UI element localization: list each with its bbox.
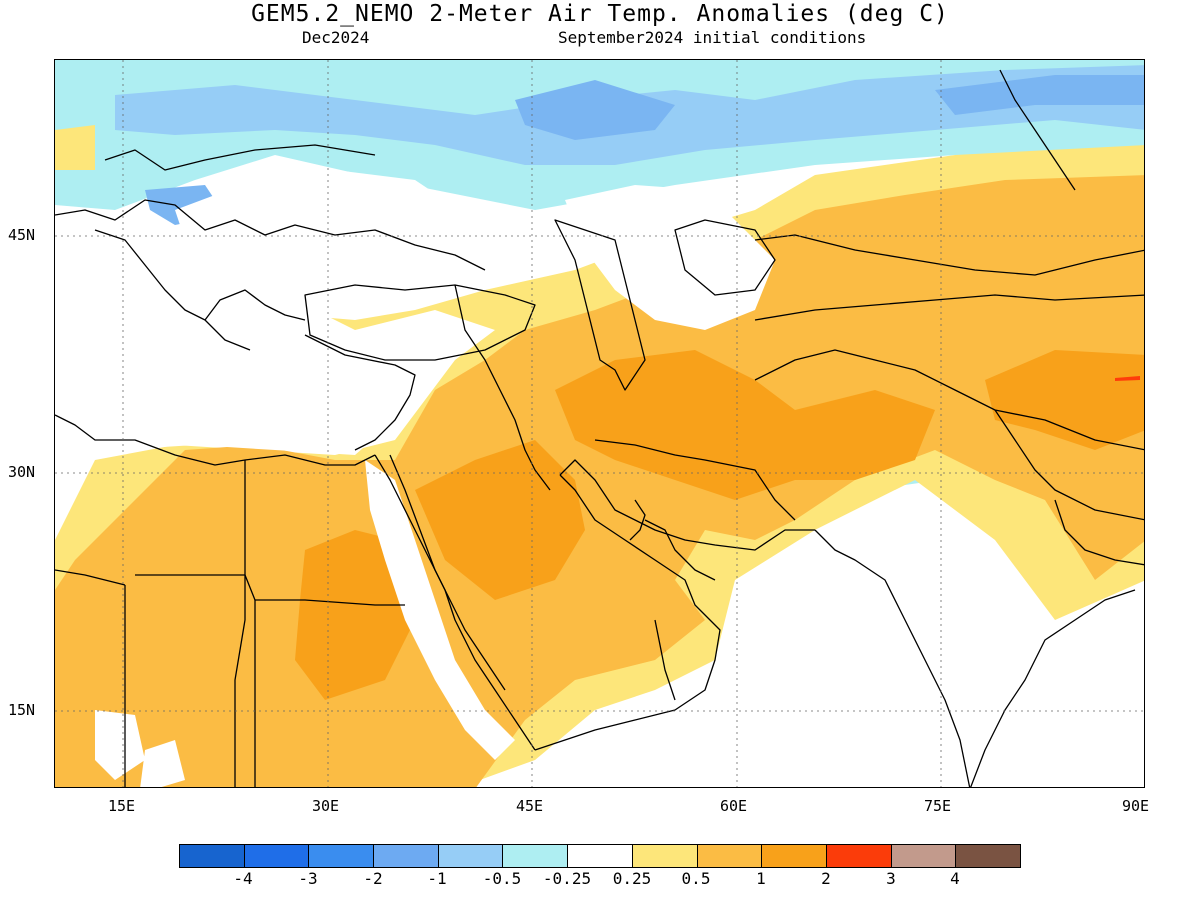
colorbar-tick-label: 4 xyxy=(950,869,960,888)
map-title: GEM5.2_NEMO 2-Meter Air Temp. Anomalies … xyxy=(251,1,949,27)
valid-month-label: Dec2024 xyxy=(302,28,370,47)
warm-anomaly-strong-egypt xyxy=(295,530,415,700)
warm-anomaly-strong-iran xyxy=(555,350,935,500)
graticule xyxy=(55,60,1144,787)
lon-label-90e: 90E xyxy=(1122,797,1150,815)
initial-conditions-label: September2024 initial conditions xyxy=(558,28,867,47)
colorbar-swatch xyxy=(568,845,633,867)
neutral-africa-sw xyxy=(95,710,185,787)
lon-label-75e: 75E xyxy=(924,797,952,815)
colorbar-tick-label: -1 xyxy=(427,869,447,888)
colorbar-swatch xyxy=(762,845,827,867)
colorbar-swatch xyxy=(374,845,439,867)
colorbar xyxy=(179,844,1021,868)
colorbar-tick-label: -0.5 xyxy=(482,869,522,888)
lat-label-30n: 30N xyxy=(8,463,36,481)
lon-label-45e: 45E xyxy=(516,797,544,815)
anomaly-map xyxy=(54,59,1145,788)
neutral-red-sea xyxy=(365,460,515,760)
neutral-indian-subcontinent xyxy=(755,490,1035,787)
anomaly-map-canvas xyxy=(55,60,1144,787)
lon-label-60e: 60E xyxy=(720,797,748,815)
neutral-mediterranean xyxy=(55,310,415,460)
colorbar-swatch xyxy=(438,845,504,867)
colorbar-swatch xyxy=(956,845,1020,867)
lon-label-15e: 15E xyxy=(108,797,136,815)
lon-label-30e: 30E xyxy=(312,797,340,815)
colorbar-tick-label: -4 xyxy=(233,869,253,888)
colorbar-tick-label: 2 xyxy=(821,869,831,888)
colorbar-swatch xyxy=(244,845,310,867)
lat-label-45n: 45N xyxy=(8,226,36,244)
lat-label-15n: 15N xyxy=(8,701,36,719)
colorbar-tick-label: -3 xyxy=(298,869,318,888)
colorbar-tick-label: 3 xyxy=(886,869,896,888)
colorbar-swatch xyxy=(503,845,569,867)
colorbar-tick-label: 0.25 xyxy=(612,869,652,888)
neutral-arabian-sea xyxy=(595,700,835,787)
colorbar-tick-label: 0.5 xyxy=(681,869,711,888)
cool-anomaly-dark-north xyxy=(145,75,1144,225)
colorbar-swatch xyxy=(180,845,245,867)
colorbar-swatch xyxy=(697,845,763,867)
colorbar-tick-label: 1 xyxy=(756,869,766,888)
coastline-borders xyxy=(55,69,1144,787)
warm-anomaly-strong-tibet xyxy=(985,350,1144,450)
colorbar-tick-label: -2 xyxy=(363,869,383,888)
colorbar-swatch xyxy=(826,845,892,867)
colorbar-swatch xyxy=(309,845,375,867)
colorbar-swatch xyxy=(891,845,957,867)
colorbar-swatch xyxy=(632,845,698,867)
colorbar-tick-label: -0.25 xyxy=(542,869,592,888)
warm-anomaly-hotspot xyxy=(1115,376,1140,381)
neutral-balkans-turkey xyxy=(175,170,515,320)
